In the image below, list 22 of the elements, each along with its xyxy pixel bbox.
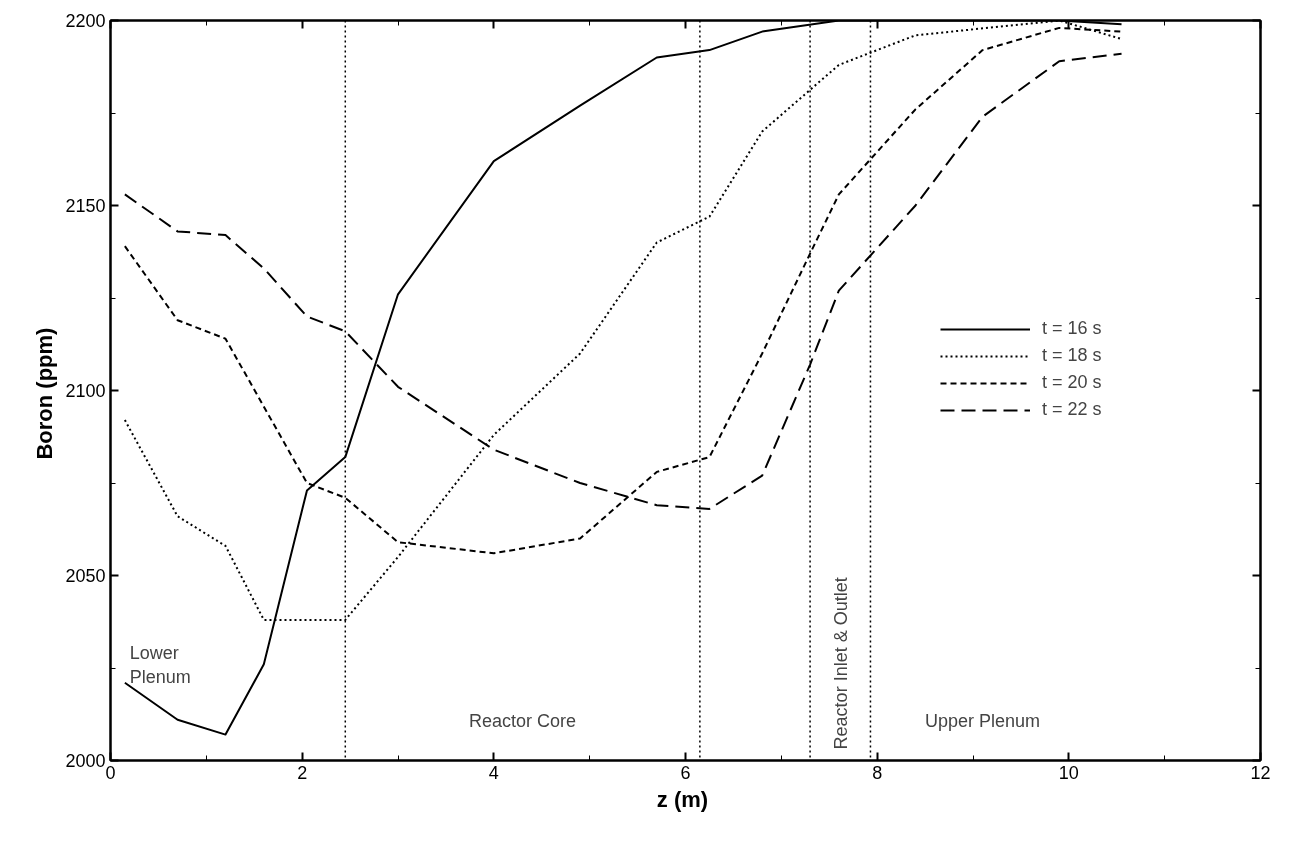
annotation: Upper Plenum (925, 710, 1041, 731)
y-axis-title: Boron (ppm) (32, 327, 58, 460)
x-tick-label: 0 (105, 762, 116, 783)
x-axis-title: z (m) (656, 786, 709, 812)
y-tick-label: 2050 (65, 566, 106, 586)
y-tick-label: 2150 (65, 196, 106, 216)
legend-label: t = 18 s (1042, 345, 1102, 366)
legend-label: t = 16 s (1042, 318, 1102, 339)
annotation: Lower Plenum (129, 642, 191, 687)
x-tick-label: 2 (297, 762, 308, 783)
x-tick-label: 4 (488, 762, 499, 783)
annotation: Reactor Inlet & Outlet (830, 577, 851, 750)
x-tick-label: 6 (680, 762, 691, 783)
x-tick-label: 12 (1250, 762, 1271, 783)
x-tick-label: 8 (872, 762, 883, 783)
y-tick-label: 2100 (65, 381, 106, 401)
annotation: Reactor Core (469, 710, 577, 731)
legend-label: t = 20 s (1042, 372, 1102, 393)
legend-label: t = 22 s (1042, 399, 1102, 420)
y-tick-label: 2000 (65, 751, 106, 771)
x-tick-label: 10 (1058, 762, 1079, 783)
y-tick-label: 2200 (65, 11, 106, 31)
